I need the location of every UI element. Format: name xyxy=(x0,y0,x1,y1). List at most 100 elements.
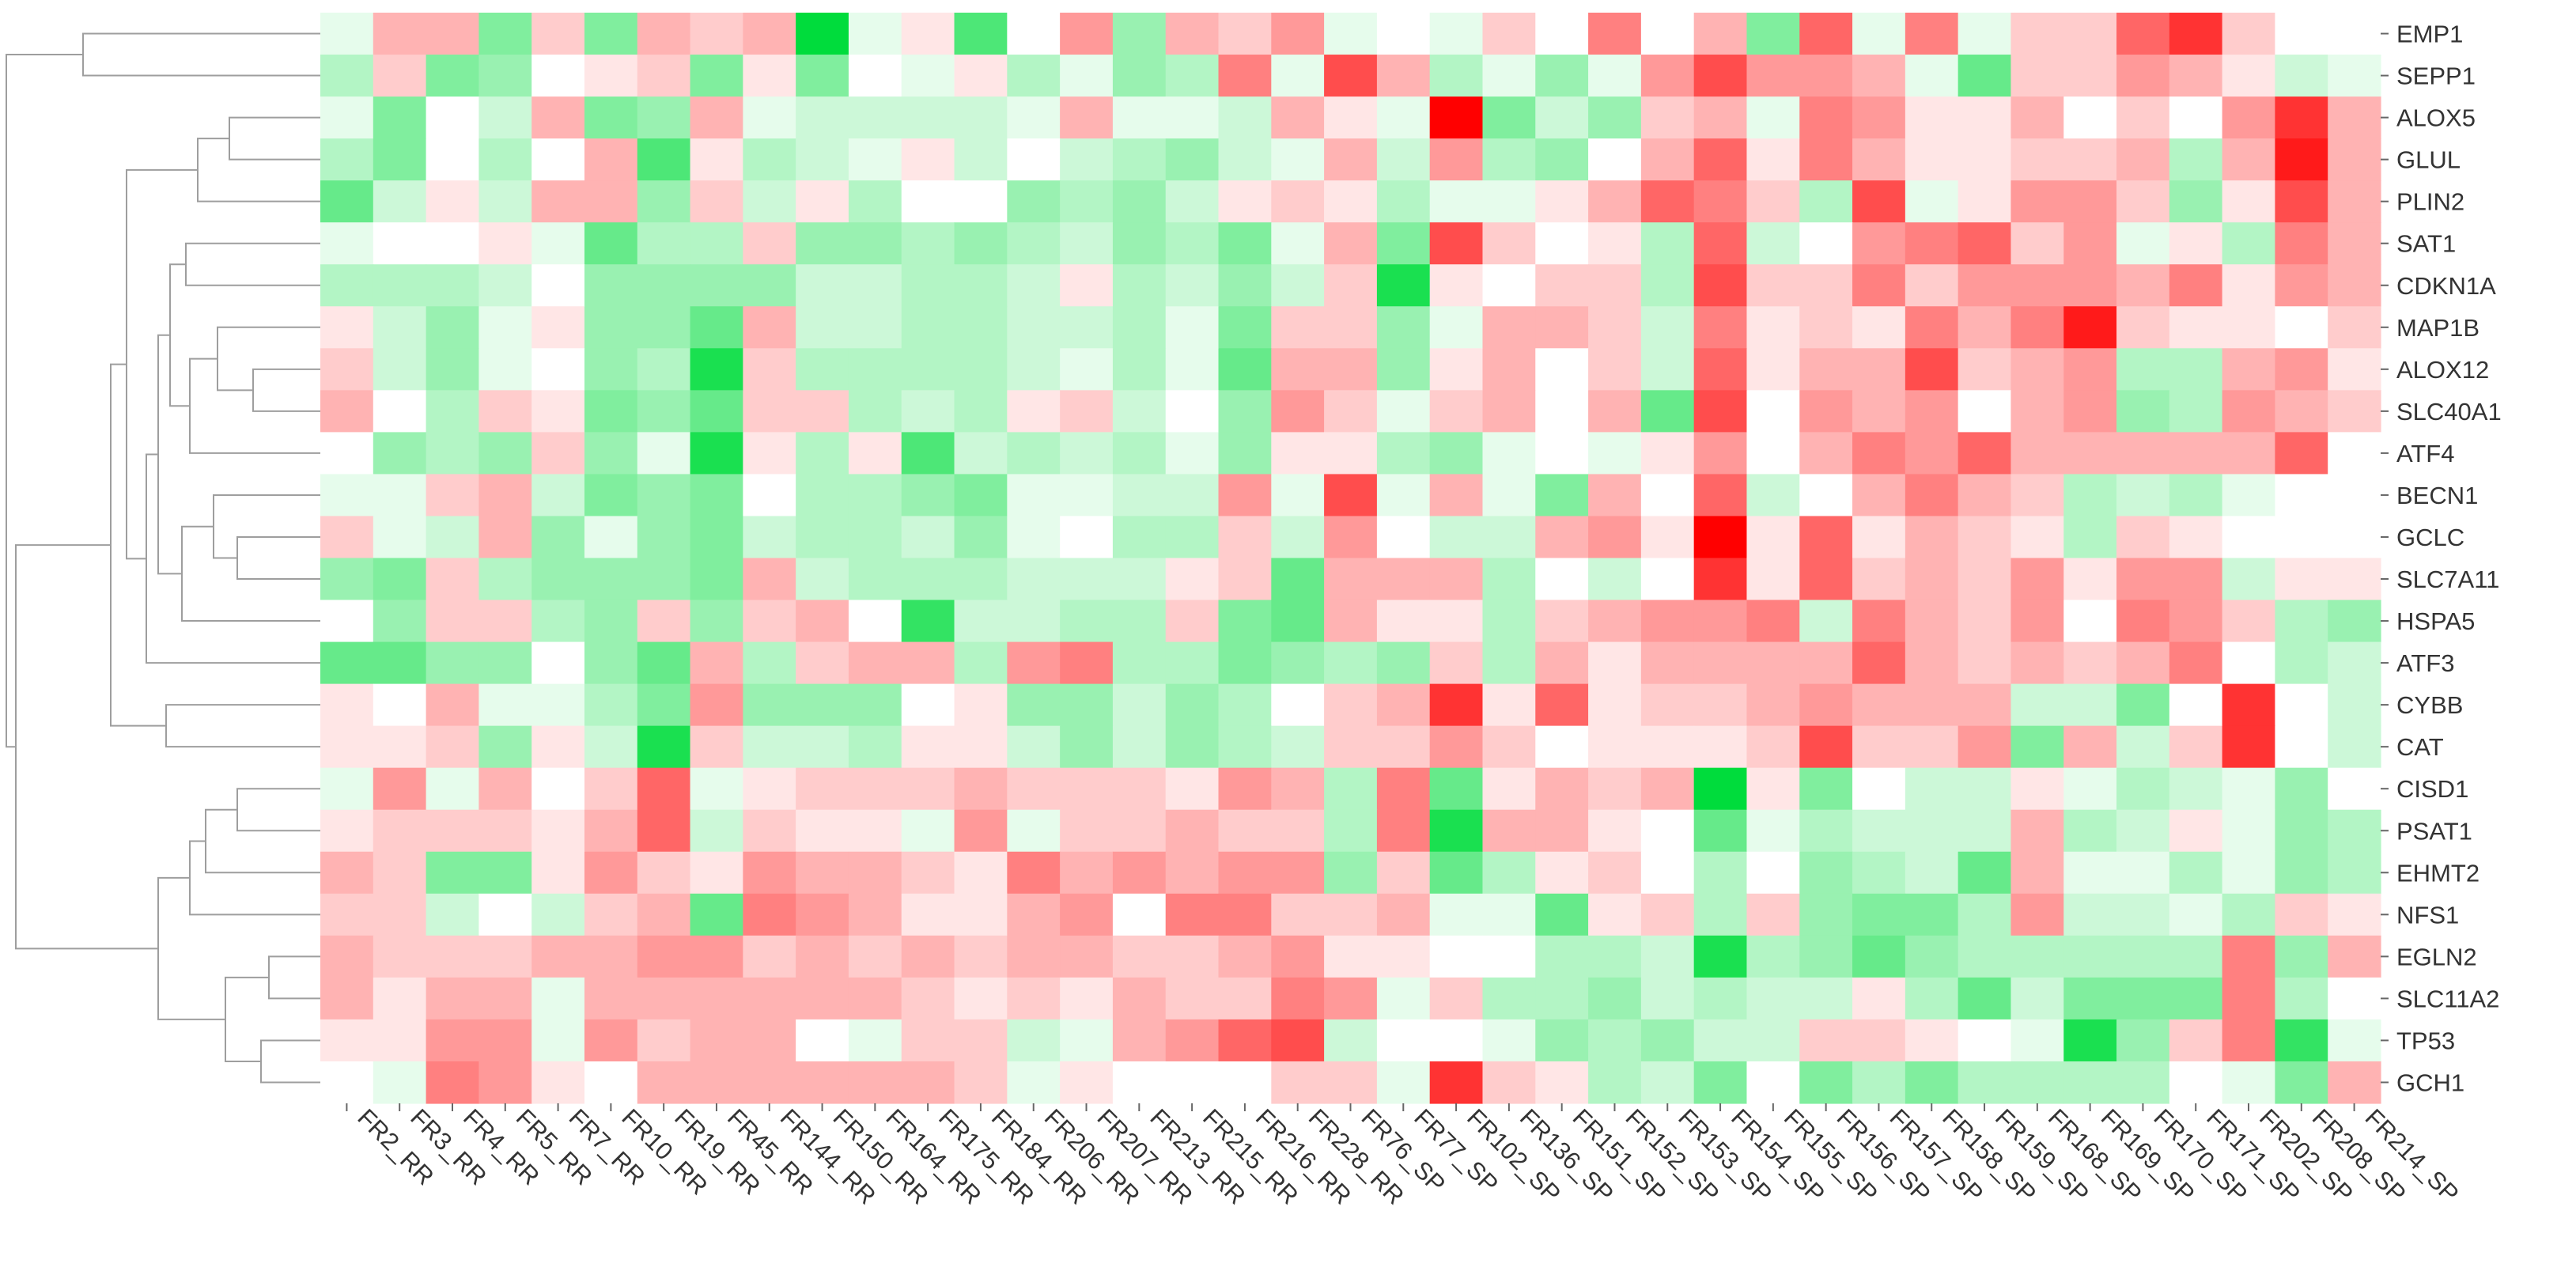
heatmap-cell-MAP1B-FR159_SP xyxy=(1958,306,2012,349)
row-label-GLUL: GLUL xyxy=(2396,146,2461,174)
heatmap-cell-PSAT1-FR175_RR xyxy=(901,809,955,853)
heatmap-cell-EMP1-FR208_SP xyxy=(2275,13,2328,55)
heatmap-cell-CAT-FR175_RR xyxy=(901,725,955,769)
heatmap-cell-ATF4-FR5_RR xyxy=(479,432,532,475)
heatmap-cell-PSAT1-FR215_RR xyxy=(1165,809,1220,853)
heatmap-cell-SLC40A1-FR175_RR xyxy=(901,390,955,433)
heatmap-cell-GLUL-FR45_RR xyxy=(690,138,743,181)
heatmap-cell-SLC11A2-FR10_RR xyxy=(584,977,638,1020)
heatmap-cell-SLC40A1-FR157_SP xyxy=(1852,390,1906,433)
heatmap-cell-PLIN2-FR207_RR xyxy=(1060,180,1114,223)
heatmap-cell-BECN1-FR45_RR xyxy=(690,474,743,517)
heatmap-cell-ALOX12-FR170_SP xyxy=(2116,348,2170,391)
heatmap-cell-PSAT1-FR207_RR xyxy=(1060,809,1114,853)
heatmap-cell-CYBB-FR156_SP xyxy=(1799,683,1853,727)
heatmap-cell-CDKN1A-FR144_RR xyxy=(743,264,796,307)
heatmap-cell-EGLN2-FR216_RR xyxy=(1218,935,1272,978)
heatmap-cell-GCLC-FR175_RR xyxy=(901,516,955,559)
heatmap-cell-SEPP1-FR175_RR xyxy=(901,55,955,97)
heatmap-cell-CISD1-FR202_SP xyxy=(2222,767,2276,811)
heatmap-cell-HSPA5-FR154_SP xyxy=(1693,600,1748,643)
heatmap-cell-ATF3-FR10_RR xyxy=(584,641,638,685)
heatmap-cell-EMP1-FR102_SP xyxy=(1429,13,1484,55)
heatmap-cell-MAP1B-FR228_RR xyxy=(1271,306,1325,349)
heatmap-cell-GLUL-FR156_SP xyxy=(1799,138,1853,181)
heatmap-cell-ATF4-FR4_RR xyxy=(426,432,479,475)
heatmap-cell-ATF3-FR19_RR xyxy=(637,641,691,685)
heatmap-cell-SAT1-FR202_SP xyxy=(2222,222,2276,265)
heatmap-cell-SLC40A1-FR156_SP xyxy=(1799,390,1853,433)
heatmap-cell-SLC40A1-FR77_SP xyxy=(1376,390,1431,433)
heatmap-cell-CISD1-FR171_SP xyxy=(2169,767,2223,811)
heatmap-cell-GCH1-FR168_SP xyxy=(2010,1061,2064,1104)
heatmap-cell-GLUL-FR144_RR xyxy=(743,138,796,181)
heatmap-cell-GLUL-FR151_SP xyxy=(1535,138,1589,181)
heatmap-cell-SAT1-FR19_RR xyxy=(637,222,691,265)
heatmap-cell-EMP1-FR45_RR xyxy=(690,13,743,55)
heatmap-cell-GLUL-FR77_SP xyxy=(1376,138,1431,181)
heatmap-cell-GCLC-FR206_RR xyxy=(1007,516,1061,559)
heatmap-cell-HSPA5-FR5_RR xyxy=(479,600,532,643)
heatmap-cell-ATF4-FR159_SP xyxy=(1958,432,2012,475)
dendrogram-link xyxy=(213,494,320,559)
heatmap-cell-SAT1-FR152_SP xyxy=(1588,222,1642,265)
heatmap-cell-GLUL-FR136_SP xyxy=(1482,138,1536,181)
heatmap-cell-ALOX5-FR156_SP xyxy=(1799,96,1853,139)
heatmap-cell-SLC11A2-FR184_RR xyxy=(954,977,1008,1020)
heatmap-cell-GCLC-FR214_SP xyxy=(2328,516,2381,559)
heatmap-cell-CAT-FR45_RR xyxy=(690,725,743,769)
heatmap-cell-HSPA5-FR171_SP xyxy=(2169,600,2223,643)
heatmap-cell-CDKN1A-FR171_SP xyxy=(2169,264,2223,307)
heatmap-cell-EHMT2-FR156_SP xyxy=(1799,851,1853,895)
heatmap-cell-EHMT2-FR144_RR xyxy=(743,851,796,895)
heatmap-cell-CAT-FR213_RR xyxy=(1112,725,1167,769)
heatmap-cell-ATF3-FR154_SP xyxy=(1693,641,1748,685)
heatmap-cell-PLIN2-FR151_SP xyxy=(1535,180,1589,223)
heatmap-cell-CAT-FR214_SP xyxy=(2328,725,2381,769)
heatmap-cell-BECN1-FR214_SP xyxy=(2328,474,2381,517)
heatmap-cell-SAT1-FR5_RR xyxy=(479,222,532,265)
heatmap-cell-NFS1-FR171_SP xyxy=(2169,893,2223,936)
heatmap-cell-BECN1-FR216_RR xyxy=(1218,474,1272,517)
heatmap-cell-ALOX12-FR164_RR xyxy=(848,348,902,391)
heatmap-cell-GCLC-FR159_SP xyxy=(1958,516,2012,559)
heatmap-cell-GCH1-FR164_RR xyxy=(848,1061,902,1104)
heatmap-cell-EGLN2-FR5_RR xyxy=(479,935,532,978)
heatmap-cell-CYBB-FR158_SP xyxy=(1905,683,1959,727)
heatmap-cell-ATF3-FR77_SP xyxy=(1376,641,1431,685)
heatmap-cell-SLC40A1-FR136_SP xyxy=(1482,390,1536,433)
heatmap-cell-PSAT1-FR154_SP xyxy=(1693,809,1748,853)
heatmap-cell-NFS1-FR102_SP xyxy=(1429,893,1484,936)
dendrogram-link xyxy=(229,116,320,161)
heatmap-cell-BECN1-FR2_RR xyxy=(320,474,374,517)
heatmap-cell-ALOX12-FR213_RR xyxy=(1112,348,1167,391)
heatmap-cell-GCH1-FR2_RR xyxy=(320,1061,374,1104)
heatmap-cell-SEPP1-FR5_RR xyxy=(479,55,532,97)
heatmap-cell-TP53-FR154_SP xyxy=(1693,1019,1748,1062)
heatmap-cell-NFS1-FR76_SP xyxy=(1324,893,1378,936)
heatmap-cell-SAT1-FR151_SP xyxy=(1535,222,1589,265)
heatmap-cell-SEPP1-FR170_SP xyxy=(2116,55,2170,97)
row-label-CAT: CAT xyxy=(2396,733,2444,761)
heatmap-cell-MAP1B-FR155_SP xyxy=(1746,306,1800,349)
heatmap-cell-ATF3-FR159_SP xyxy=(1958,641,2012,685)
heatmap-cell-SEPP1-FR156_SP xyxy=(1799,55,1853,97)
heatmap-cell-CYBB-FR144_RR xyxy=(743,683,796,727)
heatmap-cell-ALOX12-FR171_SP xyxy=(2169,348,2223,391)
row-label-ALOX5: ALOX5 xyxy=(2396,104,2476,132)
heatmap-cell-GLUL-FR215_RR xyxy=(1165,138,1220,181)
heatmap-cell-SLC7A11-FR102_SP xyxy=(1429,558,1484,601)
heatmap-cell-CDKN1A-FR3_RR xyxy=(373,264,427,307)
heatmap-cell-SAT1-FR153_SP xyxy=(1640,222,1695,265)
heatmap-cell-CAT-FR158_SP xyxy=(1905,725,1959,769)
heatmap-cell-SLC40A1-FR215_RR xyxy=(1165,390,1220,433)
heatmap-cell-CDKN1A-FR10_RR xyxy=(584,264,638,307)
heatmap-cell-SLC7A11-FR150_RR xyxy=(796,558,849,601)
heatmap-cell-EHMT2-FR159_SP xyxy=(1958,851,2012,895)
heatmap-cell-EMP1-FR3_RR xyxy=(373,13,427,55)
heatmap-cell-CYBB-FR151_SP xyxy=(1535,683,1589,727)
row-label-SLC11A2: SLC11A2 xyxy=(2396,985,2499,1012)
dendrogram-link xyxy=(15,544,158,950)
heatmap-cell-GCH1-FR228_RR xyxy=(1271,1061,1325,1104)
heatmap-cell-EMP1-FR154_SP xyxy=(1693,13,1748,55)
